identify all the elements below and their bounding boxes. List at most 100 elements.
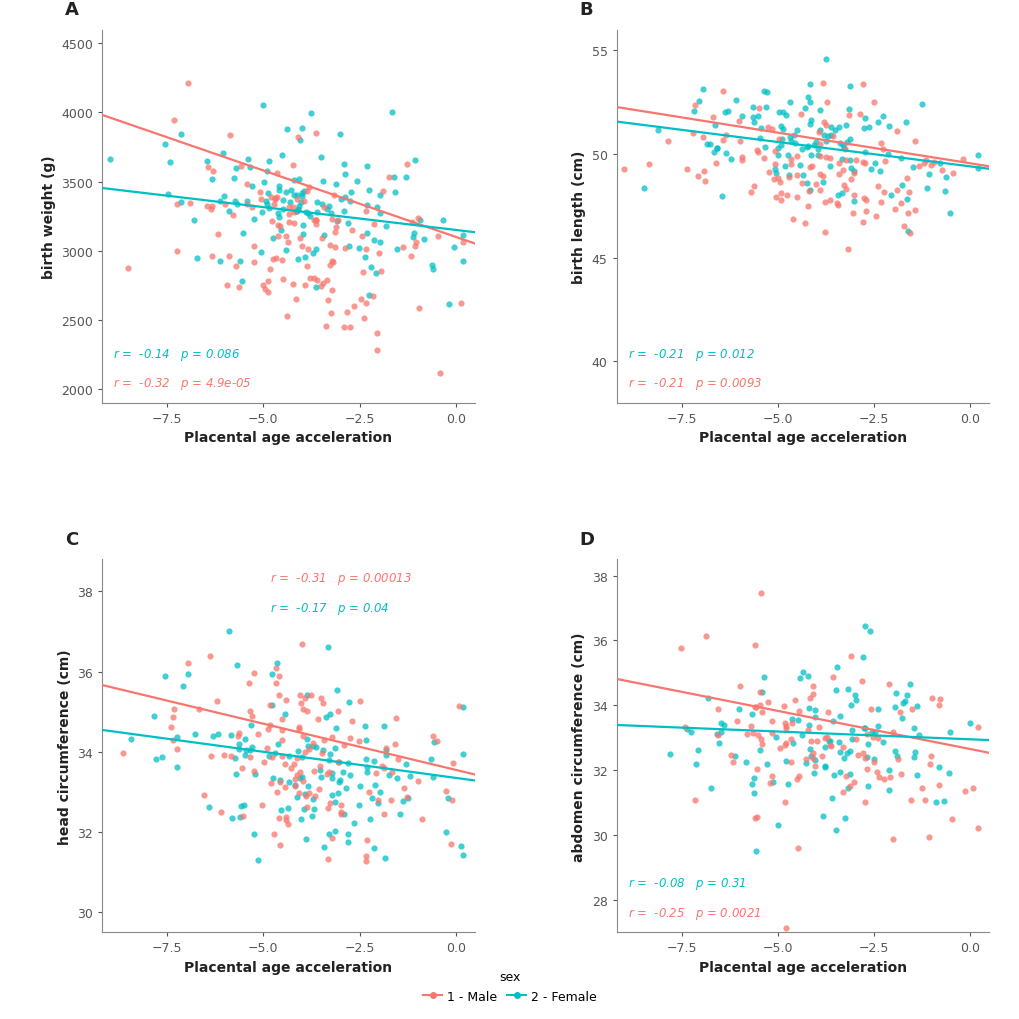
Point <box>270 810 286 826</box>
Point <box>916 792 932 808</box>
Point <box>821 193 838 209</box>
Point <box>315 228 331 245</box>
Point <box>261 201 277 217</box>
Point <box>802 734 818 750</box>
Point <box>906 203 922 219</box>
Point <box>166 701 182 717</box>
Point <box>689 742 705 758</box>
Point <box>321 764 337 781</box>
Point <box>845 194 861 210</box>
Point <box>391 806 408 822</box>
Point <box>296 194 312 210</box>
Point <box>320 752 336 768</box>
Point <box>322 206 338 222</box>
Point <box>845 774 861 791</box>
Point <box>196 787 212 803</box>
Point <box>298 832 314 848</box>
Point <box>313 230 329 247</box>
Point <box>875 184 892 201</box>
Point <box>314 174 330 191</box>
Point <box>712 725 729 741</box>
Point <box>234 225 251 242</box>
Point <box>881 769 898 786</box>
Point <box>811 167 827 183</box>
Point <box>293 637 310 653</box>
Point <box>752 731 768 747</box>
Point <box>123 732 140 748</box>
Point <box>337 781 354 797</box>
Point <box>929 777 946 794</box>
Point <box>343 223 360 239</box>
Point <box>707 155 723 171</box>
Point <box>199 154 215 170</box>
Point <box>942 725 958 741</box>
Point <box>266 192 282 208</box>
Point <box>801 741 817 757</box>
Point <box>774 105 791 121</box>
Point <box>328 720 344 737</box>
Point <box>701 137 717 153</box>
Point <box>332 127 348 144</box>
Point <box>865 751 881 767</box>
Point <box>268 250 284 266</box>
Point <box>834 739 850 755</box>
Point <box>260 274 276 290</box>
Point <box>768 148 785 164</box>
Point <box>372 264 388 280</box>
Point <box>269 190 285 206</box>
Point <box>894 178 910 195</box>
Point <box>226 194 243 210</box>
Point <box>202 648 218 664</box>
Point <box>211 254 227 270</box>
Point <box>862 701 878 717</box>
Point <box>329 212 345 228</box>
Point <box>230 726 247 742</box>
Point <box>380 169 396 185</box>
Point <box>157 668 173 685</box>
Text: $r$ =  -0.21   $p$ = 0.012: $r$ = -0.21 $p$ = 0.012 <box>627 346 754 362</box>
Point <box>324 282 340 299</box>
Point <box>837 118 853 135</box>
Point <box>299 183 315 200</box>
Point <box>244 708 260 725</box>
Point <box>816 759 833 775</box>
Point <box>285 200 302 216</box>
Point <box>361 182 377 199</box>
Point <box>857 193 873 209</box>
Point <box>260 284 276 301</box>
Point <box>376 760 392 776</box>
Point <box>759 695 775 711</box>
Point <box>281 749 298 765</box>
Point <box>844 722 860 739</box>
Point <box>274 711 290 728</box>
Point <box>199 199 215 215</box>
Point <box>769 142 786 158</box>
Point <box>226 171 243 187</box>
Point <box>293 749 310 765</box>
Point <box>889 749 905 765</box>
Point <box>274 733 290 749</box>
Point <box>308 213 324 229</box>
Point <box>270 182 286 199</box>
Point <box>351 797 367 813</box>
Point <box>305 791 321 807</box>
Text: B: B <box>579 1 592 19</box>
Point <box>236 797 253 813</box>
Point <box>274 202 290 218</box>
Point <box>416 232 432 249</box>
Point <box>684 125 700 142</box>
Point <box>231 809 248 825</box>
Point <box>362 259 378 275</box>
Point <box>824 129 841 146</box>
Point <box>233 274 250 290</box>
Point <box>410 773 426 790</box>
Point <box>869 701 886 717</box>
Point <box>186 727 203 743</box>
Point <box>271 774 287 791</box>
Point <box>223 749 239 765</box>
Point <box>279 122 296 139</box>
Point <box>810 125 826 142</box>
Point <box>294 217 311 233</box>
Point <box>308 126 324 143</box>
Point <box>771 138 788 154</box>
